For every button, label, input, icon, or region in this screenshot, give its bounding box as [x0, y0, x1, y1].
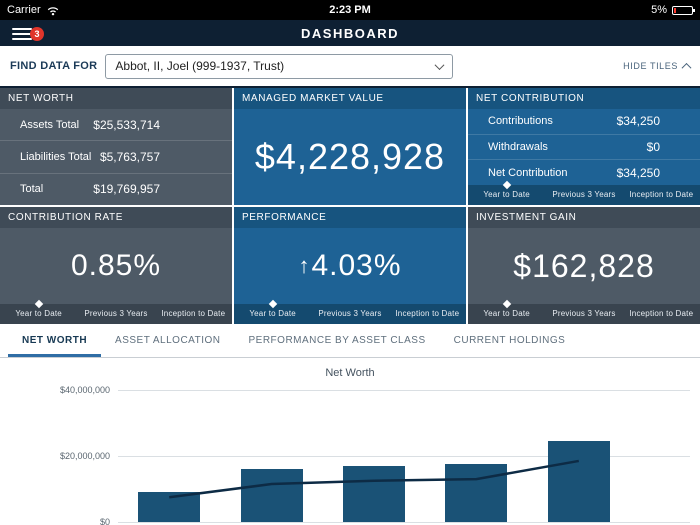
- bar: [138, 492, 201, 522]
- status-bar: Carrier 2:23 PM 5%: [0, 0, 700, 20]
- period-tab-previous-3-years[interactable]: Previous 3 Years: [552, 309, 616, 318]
- period-tab-previous-3-years[interactable]: Previous 3 Years: [84, 309, 148, 318]
- tiles-grid: NET WORTH Assets Total $25,533,714 Liabi…: [0, 88, 700, 324]
- gridline: [118, 390, 690, 391]
- row-value: $34,250: [616, 114, 660, 129]
- chart-plot-area: $40,000,000 $20,000,000 $0: [0, 380, 700, 525]
- period-tab-inception-to-date[interactable]: Inception to Date: [395, 309, 460, 318]
- tile-title: INVESTMENT GAIN: [468, 207, 700, 228]
- period-tab-previous-3-years[interactable]: Previous 3 Years: [318, 309, 382, 318]
- gridline: [118, 522, 690, 523]
- tab-performance-by-asset-class[interactable]: PERFORMANCE BY ASSET CLASS: [248, 335, 426, 346]
- client-select-value: Abbot, II, Joel (999-1937, Trust): [115, 59, 285, 73]
- chart-title: Net Worth: [325, 367, 375, 379]
- tab-current-holdings[interactable]: CURRENT HOLDINGS: [453, 335, 566, 346]
- wifi-icon: [47, 6, 58, 15]
- table-row: Total $19,769,957: [0, 174, 232, 205]
- net-worth-chart: Net Worth $40,000,000 $20,000,000 $0: [0, 358, 700, 525]
- y-axis-tick-label: $0: [99, 517, 110, 525]
- tile-net-contribution: NET CONTRIBUTION Contributions $34,250 W…: [468, 88, 700, 205]
- tile-net-worth: NET WORTH Assets Total $25,533,714 Liabi…: [0, 88, 232, 205]
- y-axis-tick-label: $40,000,000: [59, 385, 110, 395]
- period-tab-year-to-date[interactable]: Year to Date: [483, 190, 530, 199]
- section-tab-bar: NET WORTH ASSET ALLOCATION PERFORMANCE B…: [0, 324, 700, 358]
- tile-contribution-rate: CONTRIBUTION RATE 0.85% Year to Date Pre…: [0, 207, 232, 324]
- tile-title: NET CONTRIBUTION: [468, 88, 700, 109]
- row-value: $0: [646, 140, 660, 154]
- period-tabs: Year to Date Previous 3 Years Inception …: [468, 180, 700, 205]
- period-tab-year-to-date[interactable]: Year to Date: [15, 309, 62, 318]
- table-row: Liabilities Total $5,763,757: [0, 141, 232, 174]
- y-axis-tick-label: $20,000,000: [59, 451, 110, 461]
- tile-managed-market-value: MANAGED MARKET VALUE $4,228,928: [234, 88, 466, 205]
- chevron-down-icon: [434, 59, 445, 70]
- hamburger-icon: [12, 28, 32, 40]
- period-tab-previous-3-years[interactable]: Previous 3 Years: [552, 190, 616, 199]
- row-value: $19,769,957: [93, 182, 160, 197]
- battery-percent: 5%: [651, 4, 667, 16]
- table-row: Contributions $34,250: [468, 109, 700, 135]
- row-label: Total: [20, 183, 44, 196]
- row-value: $5,763,757: [99, 149, 160, 164]
- hide-tiles-label: HIDE TILES: [623, 61, 678, 71]
- table-row: Withdrawals $0: [468, 135, 700, 161]
- period-tab-inception-to-date[interactable]: Inception to Date: [629, 309, 694, 318]
- tile-title: PERFORMANCE: [234, 207, 466, 228]
- period-tab-year-to-date[interactable]: Year to Date: [483, 309, 530, 318]
- row-label: Assets Total: [20, 118, 80, 131]
- hide-tiles-button[interactable]: HIDE TILES: [623, 61, 692, 73]
- managed-market-value: $4,228,928: [254, 136, 446, 177]
- row-label: Contributions: [488, 115, 553, 128]
- gridline: [118, 456, 690, 457]
- row-label: Withdrawals: [488, 141, 548, 153]
- period-tabs: Year to Date Previous 3 Years Inception …: [0, 299, 232, 324]
- carrier-label: Carrier: [7, 4, 41, 16]
- period-tabs: Year to Date Previous 3 Years Inception …: [468, 299, 700, 324]
- performance-value: ↑ 4.03%: [234, 228, 466, 304]
- tab-net-worth[interactable]: NET WORTH: [8, 324, 102, 357]
- row-value: $25,533,714: [93, 117, 160, 132]
- page-title: DASHBOARD: [301, 25, 399, 41]
- bar: [547, 441, 610, 522]
- contribution-rate-value: 0.85%: [70, 249, 162, 282]
- battery-icon: [672, 5, 695, 15]
- up-arrow-icon: ↑: [298, 253, 311, 278]
- tab-asset-allocation[interactable]: ASSET ALLOCATION: [115, 335, 221, 346]
- nav-bar: 3 DASHBOARD: [0, 20, 700, 46]
- tile-title: CONTRIBUTION RATE: [0, 207, 232, 228]
- tile-investment-gain: INVESTMENT GAIN $162,828 Year to Date Pr…: [468, 207, 700, 324]
- tile-performance: PERFORMANCE ↑ 4.03% Year to Date Previou…: [234, 207, 466, 324]
- notification-badge: 3: [30, 27, 44, 41]
- investment-gain-value: $162,828: [513, 247, 655, 284]
- client-select[interactable]: Abbot, II, Joel (999-1937, Trust): [105, 53, 454, 79]
- row-label: Liabilities Total: [20, 150, 92, 163]
- period-tab-inception-to-date[interactable]: Inception to Date: [629, 190, 694, 199]
- performance-percent: 4.03%: [311, 249, 402, 282]
- bar: [240, 469, 303, 522]
- bar: [343, 465, 405, 522]
- find-data-label: FIND DATA FOR: [10, 60, 98, 72]
- table-row: Net Contribution $34,250: [468, 160, 700, 185]
- menu-button[interactable]: [12, 25, 32, 41]
- row-value: $34,250: [616, 165, 660, 180]
- table-row: Assets Total $25,533,714: [0, 109, 232, 142]
- tile-title: NET WORTH: [0, 88, 232, 109]
- tile-title: MANAGED MARKET VALUE: [234, 88, 466, 109]
- chevron-up-icon: [681, 62, 692, 73]
- row-label: Net Contribution: [488, 166, 568, 179]
- period-tabs: Year to Date Previous 3 Years Inception …: [234, 299, 466, 324]
- find-data-bar: FIND DATA FOR Abbot, II, Joel (999-1937,…: [0, 46, 700, 88]
- clock: 2:23 PM: [329, 4, 371, 16]
- period-tab-year-to-date[interactable]: Year to Date: [249, 309, 296, 318]
- bar: [445, 464, 508, 522]
- period-tab-inception-to-date[interactable]: Inception to Date: [161, 309, 226, 318]
